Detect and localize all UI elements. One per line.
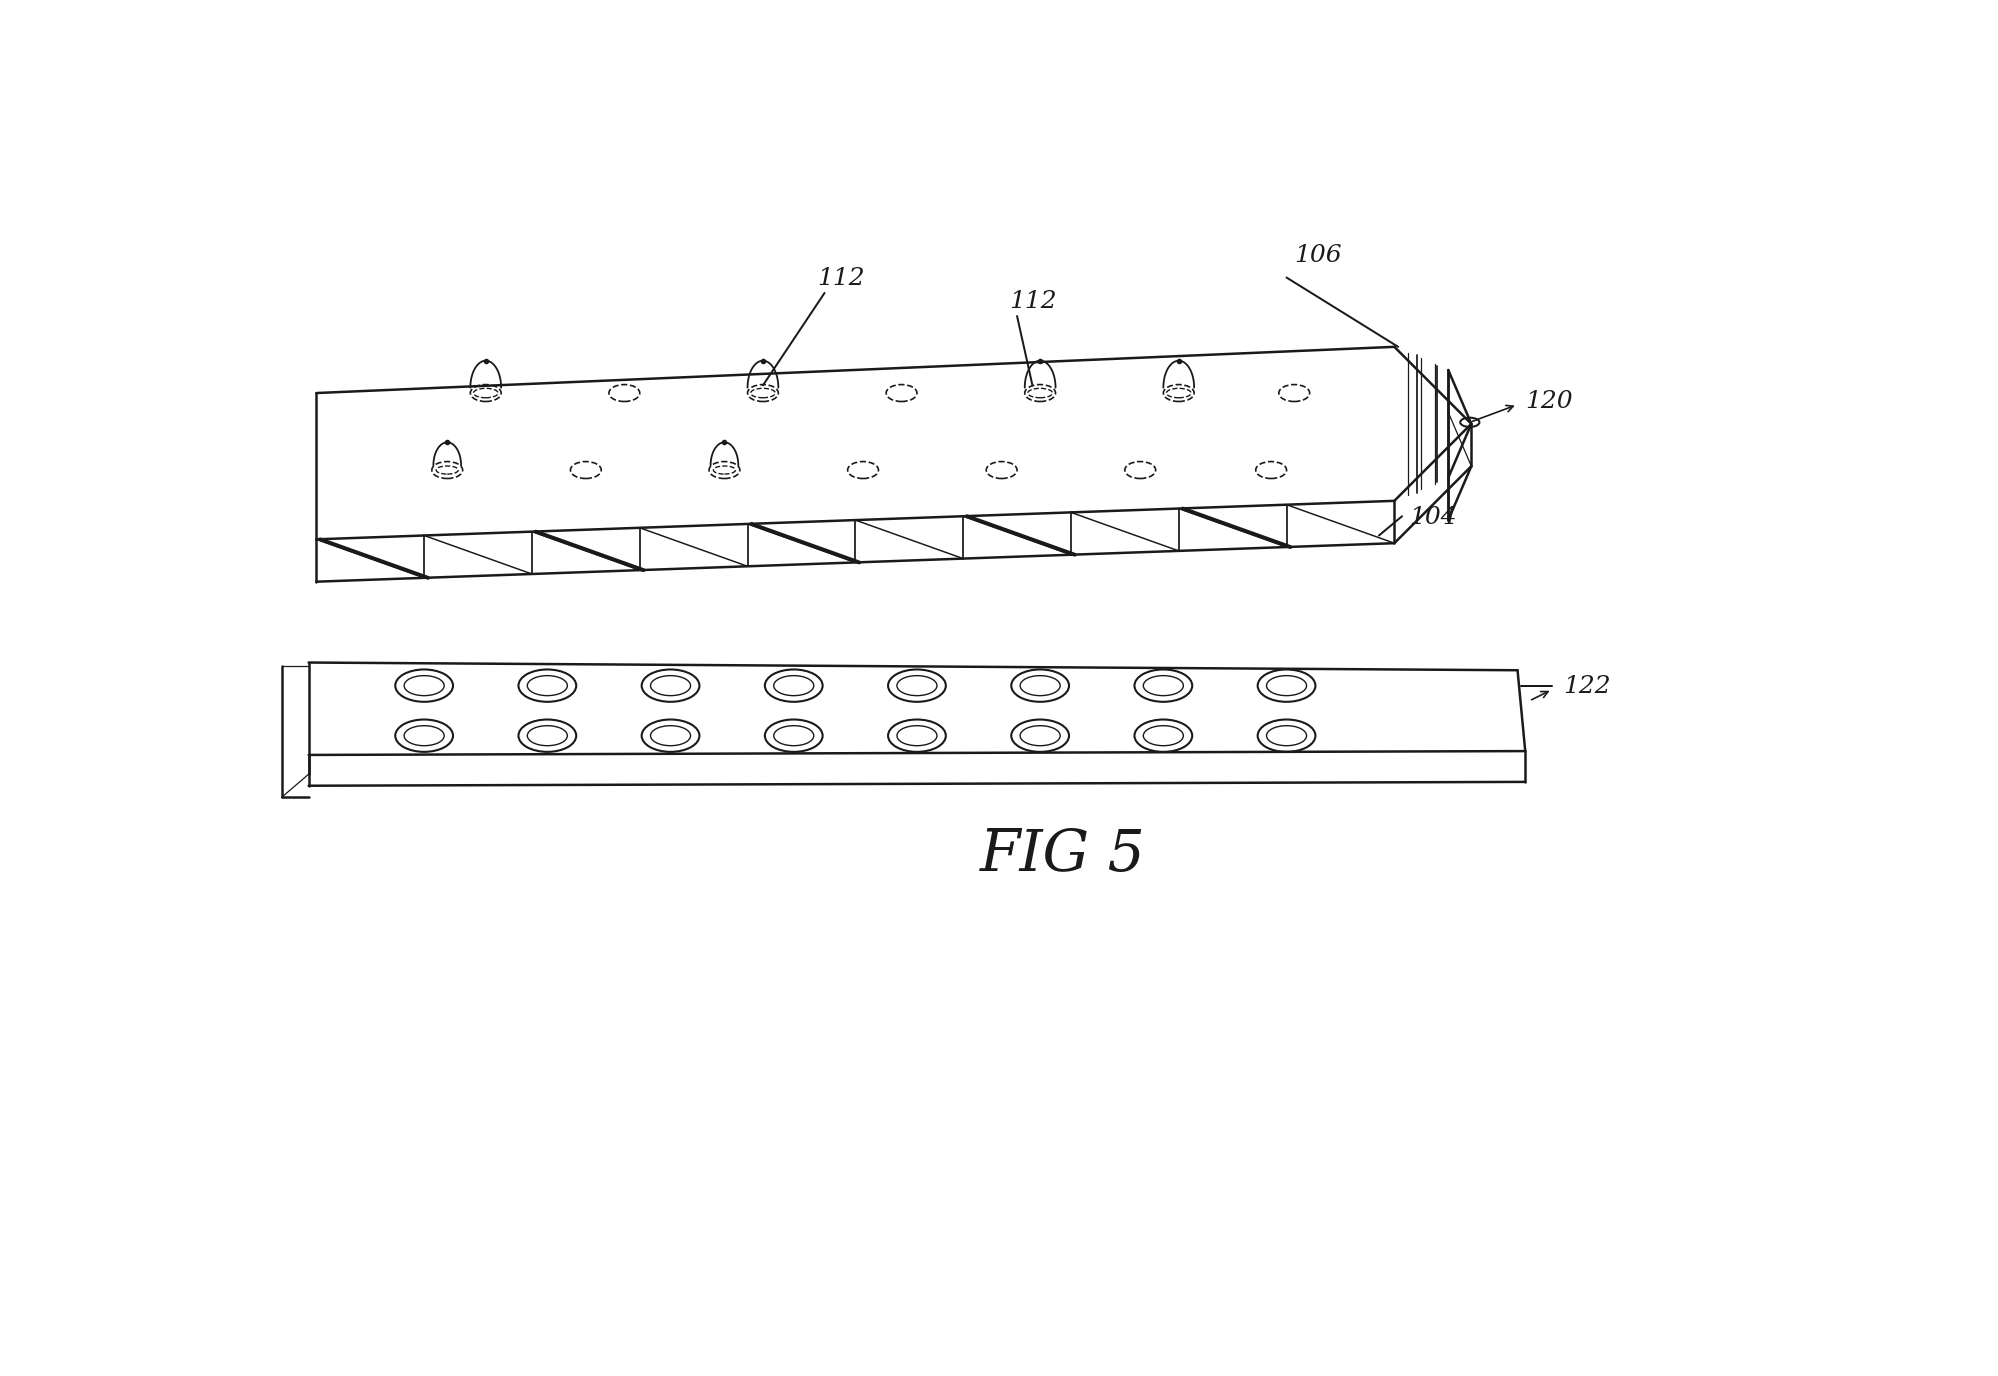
Text: 112: 112 xyxy=(817,267,865,290)
Text: FIG 5: FIG 5 xyxy=(981,827,1147,883)
Text: 112: 112 xyxy=(1009,290,1057,314)
Text: 104: 104 xyxy=(1411,506,1457,528)
Text: 120: 120 xyxy=(1524,391,1572,413)
Text: 122: 122 xyxy=(1564,676,1610,699)
Text: 106: 106 xyxy=(1295,244,1343,267)
